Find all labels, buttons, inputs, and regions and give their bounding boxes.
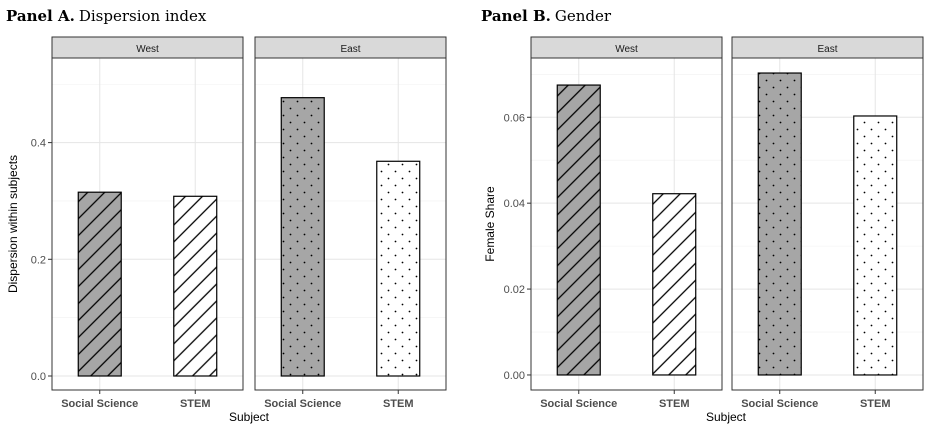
panel-a-heading-text: Dispersion index xyxy=(79,7,207,25)
panel-b-heading: Panel B. Gender xyxy=(481,7,612,25)
x-tick-label: STEM xyxy=(659,398,690,410)
bar-east-stem xyxy=(376,160,421,377)
x-tick-label: Social Science xyxy=(741,398,818,410)
y-tick-label: 0.0 xyxy=(31,371,46,383)
x-tick-label: Social Science xyxy=(264,398,341,410)
bar-west-stem xyxy=(173,195,218,377)
x-tick-label: STEM xyxy=(383,398,414,410)
bar-west-social-science xyxy=(77,191,122,377)
x-tick-label: Social Science xyxy=(540,398,617,410)
facet-strip-label-west: West xyxy=(615,44,638,55)
facet-strip-label-east: East xyxy=(817,44,837,55)
x-tick-label: STEM xyxy=(180,398,211,410)
y-tick-label: 0.02 xyxy=(504,284,525,296)
x-axis-title: Subject xyxy=(229,410,270,424)
y-axis-title: Female Share xyxy=(483,186,497,262)
facet-strip-label-east: East xyxy=(340,44,360,55)
x-tick-label: Social Science xyxy=(61,398,138,410)
chart-female-share: West Social Science STEM East Social Science… xyxy=(483,36,924,424)
y-tick-label: 0.04 xyxy=(504,198,525,210)
y-tick-label: 0.06 xyxy=(504,112,525,124)
facet-border-west xyxy=(51,57,244,391)
panel-b-heading-text: Gender xyxy=(555,7,612,25)
facet-strip-label-west: West xyxy=(136,44,159,55)
bar-west-social-science xyxy=(556,84,601,376)
panel-b-heading-bold: Panel B. xyxy=(481,7,551,25)
bar-east-social-science xyxy=(757,72,802,376)
bar-west-stem xyxy=(652,193,697,376)
panel-a-heading-bold: Panel A. xyxy=(6,7,75,25)
chart-dispersion-index: West Social Science STEM East Social Science… xyxy=(6,36,447,424)
facet-border-east xyxy=(731,57,924,391)
x-axis-title: Subject xyxy=(706,410,747,424)
y-axis-title: Dispersion within subjects xyxy=(6,155,20,293)
bar-east-stem xyxy=(853,115,898,376)
y-tick-label: 0.2 xyxy=(31,254,46,266)
facet-border-west xyxy=(530,57,723,391)
facet-border-east xyxy=(254,57,447,391)
panel-a-heading: Panel A. Dispersion index xyxy=(6,7,207,25)
y-tick-label: 0.4 xyxy=(31,138,46,150)
y-tick-label: 0.00 xyxy=(504,370,525,382)
x-tick-label: STEM xyxy=(860,398,891,410)
bar-east-social-science xyxy=(280,97,325,377)
